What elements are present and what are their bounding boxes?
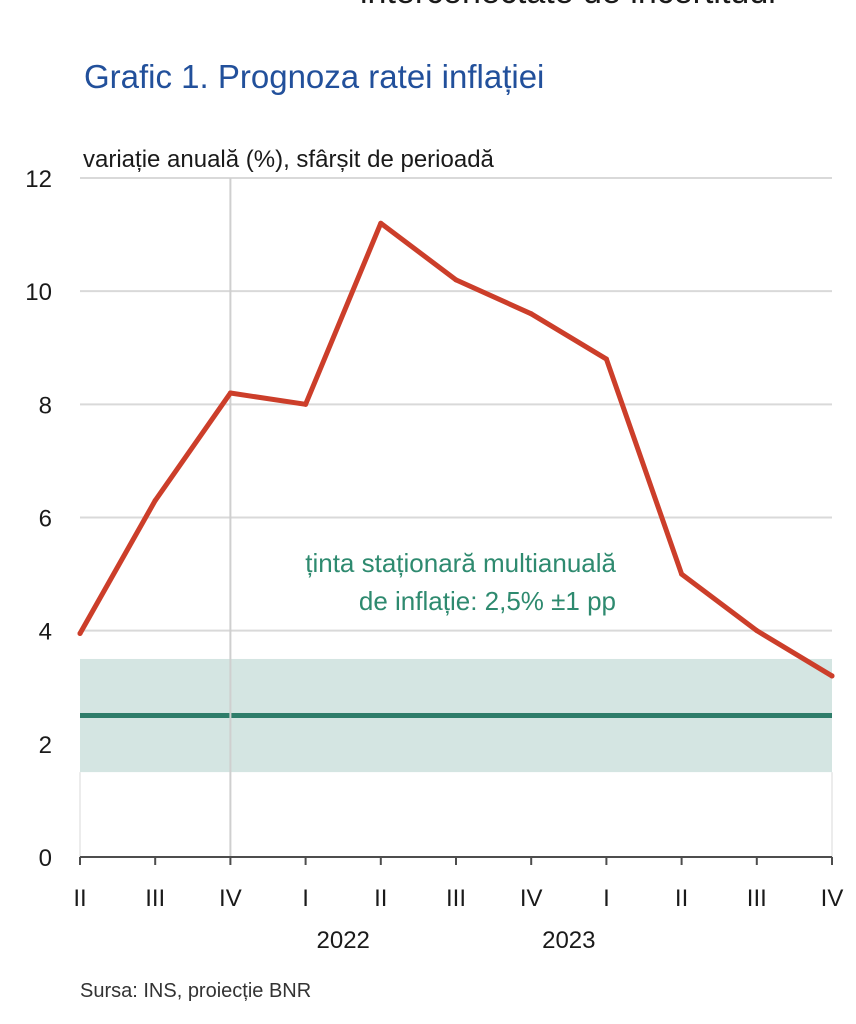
header-fragment: interconectate de incertitudi [360,0,856,13]
target-label-line2: de inflație: 2,5% ±1 pp [359,586,616,616]
data-point [303,401,309,407]
x-tick-label: II [73,885,86,912]
target-band-label: ținta staționară multianuală de inflație:… [305,548,616,616]
series-lines [77,220,835,679]
y-tick-label: 12 [25,166,52,193]
data-point [603,356,609,362]
year-labels: 2022 2023 [317,927,596,954]
x-tick-label: III [145,885,165,912]
x-tick-label: III [747,885,767,912]
x-tick-label: IV [219,885,242,912]
x-tick-label: III [446,885,466,912]
y-tick-label: 8 [39,392,52,419]
y-tick-labels: 0 2 4 6 8 10 12 [25,166,52,872]
data-point [378,220,384,226]
data-point [453,277,459,283]
data-point [77,630,83,636]
gridlines [79,177,833,857]
x-axis [79,856,833,865]
target-band [80,658,832,773]
x-tick-labels: II III IV I II III IV I II III IV [73,885,843,912]
chart-title: Grafic 1. Prognoza ratei inflației [84,58,545,95]
y-axis-unit-label: variație anuală (%), sfârșit de perioadă [83,146,494,173]
source-note: Sursa: INS, proiecție BNR [80,980,312,1002]
data-point [829,673,835,679]
target-label-line1: ținta staționară multianuală [305,548,616,578]
x-tick-label: I [603,885,610,912]
y-tick-label: 0 [39,845,52,872]
data-point [754,628,760,634]
x-tick-label: I [302,885,309,912]
x-tick-label: IV [821,885,844,912]
data-point [679,571,685,577]
y-tick-label: 10 [25,279,52,306]
year-label: 2023 [542,927,595,954]
y-tick-label: 4 [39,619,52,646]
data-point [528,311,534,317]
data-point [227,390,233,396]
x-tick-label: IV [520,885,543,912]
data-point [152,498,158,504]
year-label: 2022 [317,927,370,954]
x-tick-label: II [374,885,387,912]
x-tick-label: II [675,885,688,912]
y-tick-label: 2 [39,732,52,759]
y-tick-label: 6 [39,506,52,533]
